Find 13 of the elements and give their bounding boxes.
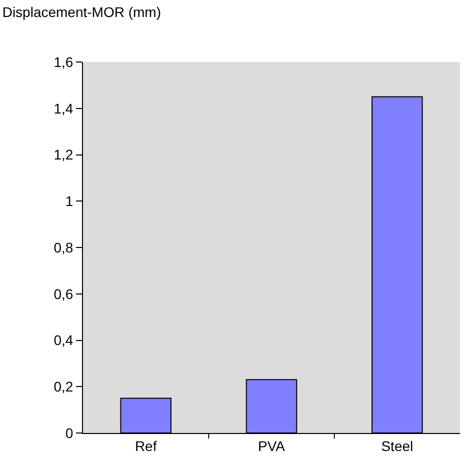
x-tick-label: PVA — [258, 438, 286, 454]
chart-title: Displacement-MOR (mm) — [2, 4, 162, 20]
y-tick-label: 0,4 — [54, 332, 74, 348]
y-tick-label: 1,6 — [54, 54, 74, 70]
y-tick-label: 1,4 — [54, 100, 74, 116]
y-tick-label: 1 — [65, 193, 74, 210]
x-tick-label: Ref — [134, 438, 157, 454]
y-tick-label: 1,2 — [54, 146, 74, 163]
y-tick-label: 0,2 — [54, 378, 74, 395]
y-tick-label: 0,8 — [54, 239, 74, 256]
y-tick-label: 0,6 — [54, 286, 74, 302]
y-tick-label: 0 — [65, 424, 74, 441]
x-tick-label: Steel — [381, 438, 414, 454]
